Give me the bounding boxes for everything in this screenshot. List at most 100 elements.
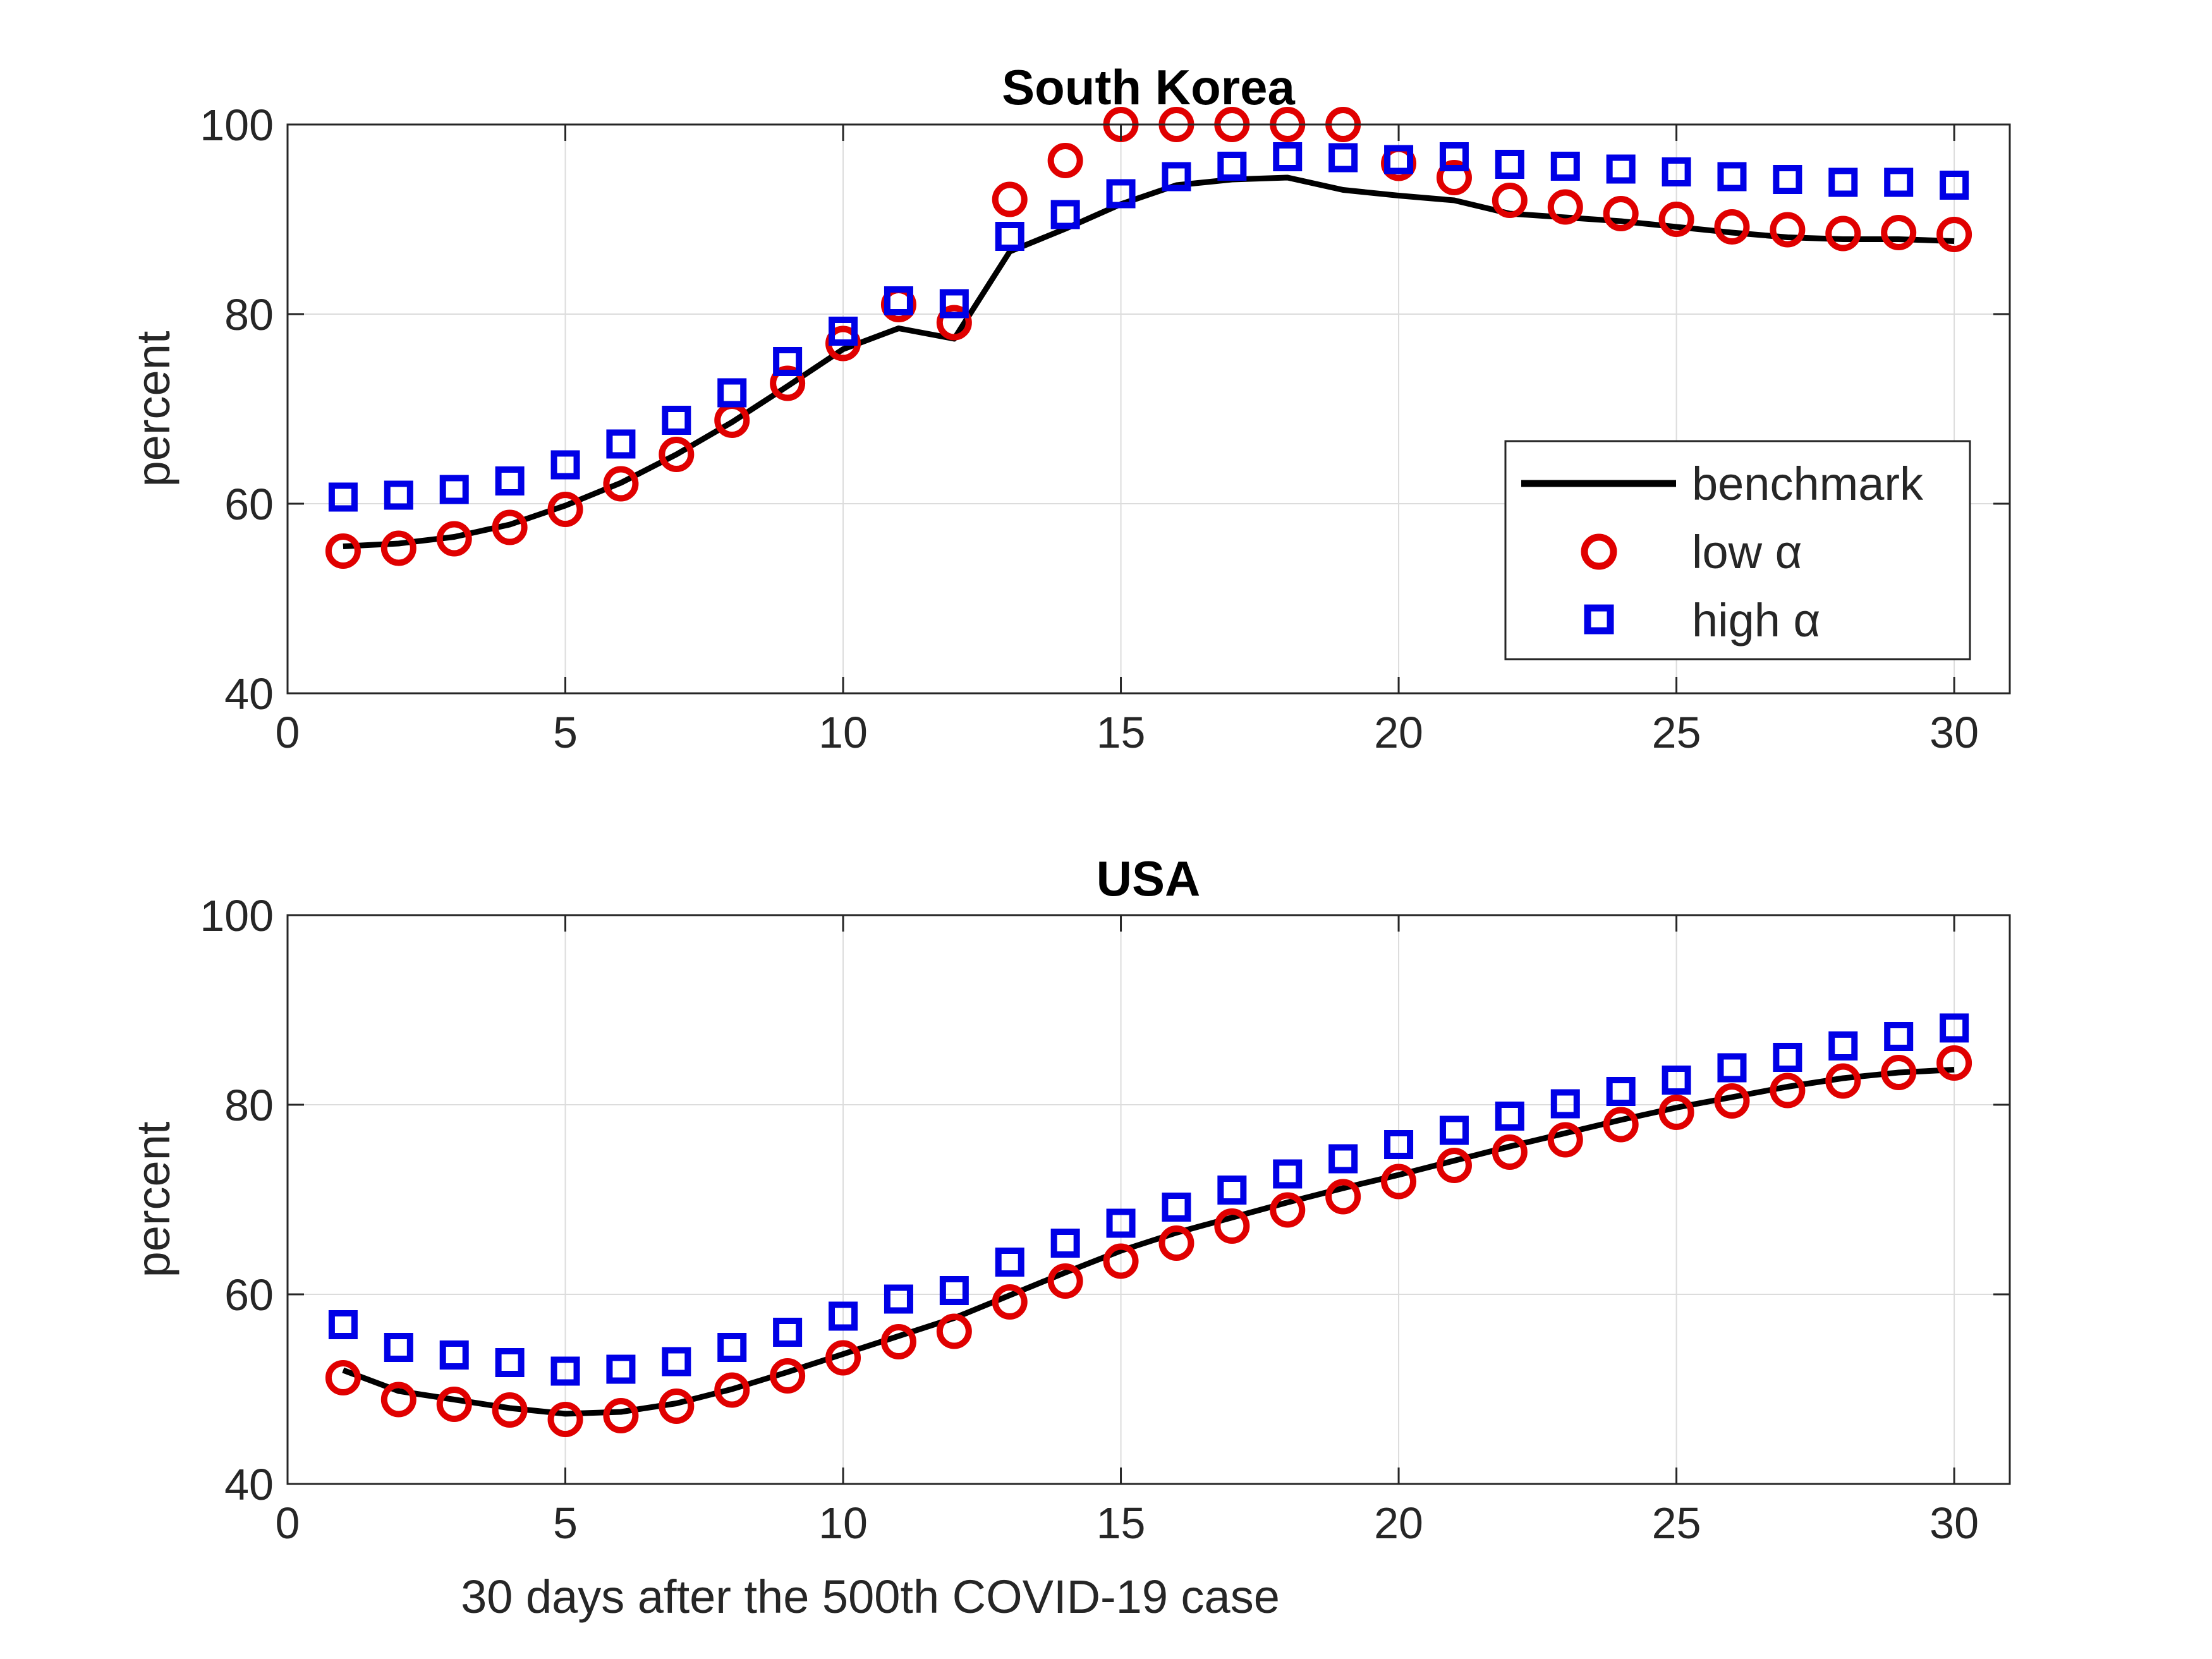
low-alpha-point (1381, 1164, 1417, 1200)
series-usa (325, 1013, 1972, 1437)
high-alpha-point (550, 450, 580, 480)
high-alpha-point (1884, 1022, 1914, 1051)
high-alpha-point (1162, 162, 1191, 191)
low-alpha-point (547, 492, 583, 527)
low-alpha-point (1492, 1134, 1528, 1170)
low-alpha-point (1770, 212, 1806, 248)
low-alpha-point (380, 1382, 416, 1418)
ticks-south-korea: 0 5 10 15 20 25 30 40 60 80 100 (200, 100, 2010, 757)
low-alpha-point (1881, 215, 1917, 250)
high-alpha-point (495, 466, 525, 495)
high-alpha-point (717, 378, 747, 408)
low-alpha-point (1825, 216, 1861, 252)
x-tick-label: 15 (1097, 1498, 1146, 1548)
y-tick-label: 40 (224, 669, 274, 719)
low-alpha-point (1547, 1122, 1583, 1158)
low-alpha-point (325, 533, 361, 569)
x-tick-label: 25 (1652, 1498, 1701, 1548)
high-alpha-point (1162, 1193, 1191, 1222)
x-tick-label: 20 (1374, 708, 1423, 757)
low-alpha-point (1770, 1073, 1806, 1109)
low-alpha-point (603, 466, 639, 502)
high-alpha-point (384, 480, 413, 510)
high-alpha-point (939, 1276, 969, 1305)
high-alpha-point (662, 406, 691, 435)
low-alpha-point (1047, 143, 1083, 178)
high-alpha-point (384, 1333, 413, 1362)
high-alpha-point (606, 1354, 636, 1384)
low-alpha-point (1658, 1095, 1694, 1130)
low-alpha-point (1158, 1225, 1194, 1261)
low-alpha-point (659, 1389, 695, 1424)
high-alpha-point (829, 1301, 858, 1331)
y-tick-label: 100 (200, 100, 274, 150)
y-axis-label-usa: percent (127, 1121, 179, 1277)
low-alpha-point (1547, 189, 1583, 225)
low-alpha-point (1936, 1045, 1972, 1081)
x-tick-label: 0 (276, 708, 300, 757)
low-alpha-point (936, 305, 972, 341)
benchmark-line (342, 1067, 1955, 1417)
legend-label-benchmark: benchmark (1692, 458, 1924, 510)
low-alpha-point (714, 1372, 750, 1408)
high-alpha-point (1439, 142, 1469, 171)
low-alpha-point (1658, 202, 1694, 237)
chart-title-usa: USA (1097, 851, 1201, 906)
high-alpha-point (495, 1348, 525, 1377)
legend-low-alpha-marker (1581, 533, 1617, 570)
x-tick-label: 5 (553, 1498, 578, 1548)
high-alpha-point (1717, 162, 1747, 191)
y-tick-label: 60 (224, 1270, 274, 1320)
low-alpha-point (1603, 1107, 1639, 1143)
x-tick-label: 10 (818, 708, 868, 757)
high-alpha-point (1439, 1115, 1469, 1145)
high-alpha-point (439, 1340, 469, 1370)
high-alpha-point (550, 1356, 580, 1386)
low-alpha-point (325, 1360, 361, 1395)
low-alpha-point (936, 1313, 972, 1349)
low-alpha-point (547, 1402, 583, 1437)
axes-frame-south-korea (286, 123, 2011, 695)
high-alpha-point (1106, 1208, 1136, 1238)
axes-frame-usa (286, 914, 2011, 1485)
high-alpha-point (1273, 142, 1303, 171)
y-tick-label: 100 (200, 891, 274, 940)
x-tick-label: 0 (276, 1498, 300, 1548)
low-alpha-point (436, 521, 472, 557)
high-alpha-point (1606, 1077, 1636, 1106)
high-alpha-point (1217, 152, 1247, 181)
low-alpha-point (770, 1358, 806, 1394)
high-alpha-point (884, 286, 913, 315)
high-alpha-point (1773, 165, 1802, 194)
high-alpha-point (1550, 152, 1580, 181)
low-alpha-point (1103, 1243, 1139, 1279)
low-alpha-point (492, 1392, 528, 1428)
low-alpha-point (436, 1387, 472, 1422)
high-alpha-point (773, 347, 803, 376)
high-alpha-point (1662, 157, 1691, 186)
high-alpha-point (328, 1310, 358, 1339)
high-alpha-point (439, 475, 469, 504)
low-alpha-point (1714, 209, 1750, 245)
high-alpha-point (1106, 179, 1136, 209)
high-alpha-point (1884, 167, 1914, 197)
high-alpha-point (1495, 150, 1524, 179)
low-alpha-point (1270, 1192, 1306, 1228)
low-alpha-point (659, 437, 695, 472)
high-alpha-point (1940, 171, 1969, 200)
high-alpha-point (662, 1347, 691, 1376)
x-tick-label: 30 (1929, 708, 1979, 757)
x-tick-label: 20 (1374, 1498, 1423, 1548)
high-alpha-point (1828, 167, 1858, 197)
x-axis-label: 30 days after the 500th COVID-19 case (461, 1571, 1280, 1623)
legend: benchmark low α high α (1504, 440, 1971, 660)
low-alpha-point (1214, 1208, 1250, 1244)
chart-title-south-korea: South Korea (1002, 59, 1295, 115)
low-alpha-point (1492, 183, 1528, 218)
high-alpha-point (1550, 1089, 1580, 1119)
chart-usa: 0 5 10 15 20 25 30 40 60 80 100 USA percent 30 day… (127, 851, 2011, 1623)
low-alpha-point (380, 530, 416, 566)
y-tick-label: 60 (224, 480, 274, 529)
high-alpha-point (1217, 1176, 1247, 1205)
low-alpha-point (992, 1284, 1028, 1320)
